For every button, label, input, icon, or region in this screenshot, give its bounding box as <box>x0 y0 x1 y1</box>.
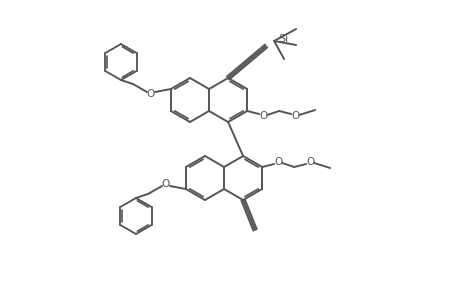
Text: O: O <box>291 111 299 121</box>
Text: Si: Si <box>278 34 288 44</box>
Text: O: O <box>258 111 267 121</box>
Text: O: O <box>274 157 282 167</box>
Text: O: O <box>146 89 155 99</box>
Text: O: O <box>162 179 170 189</box>
Text: O: O <box>305 157 313 167</box>
